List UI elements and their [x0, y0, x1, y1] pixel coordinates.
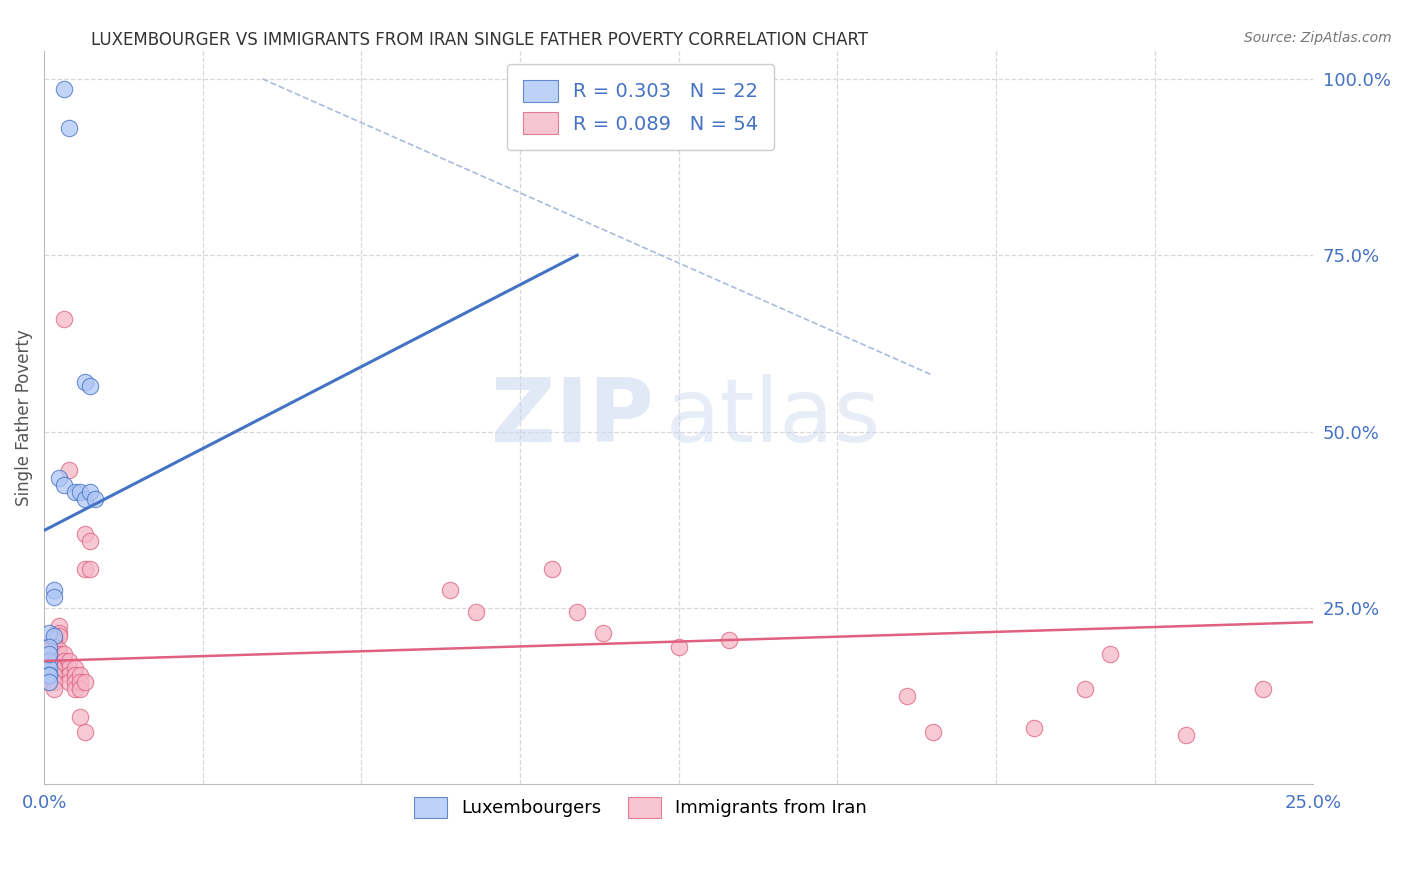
Point [38, 625, 60, 640]
Point [48, 629, 70, 643]
Point [53, 647, 76, 661]
Point [44, 675, 66, 690]
Point [69, 710, 91, 724]
Y-axis label: Single Father Poverty: Single Father Poverty [15, 329, 32, 506]
Point [38, 668, 60, 682]
Point [73, 675, 96, 690]
Point [1074, 682, 1097, 697]
Point [439, 583, 461, 598]
Point [79, 379, 101, 393]
Point [921, 724, 943, 739]
Point [38, 640, 60, 654]
Point [58, 661, 80, 675]
Point [58, 675, 80, 690]
Point [69, 682, 91, 697]
Text: atlas: atlas [666, 374, 882, 461]
Point [38, 675, 60, 690]
Point [44, 640, 66, 654]
Point [44, 629, 66, 643]
Point [38, 647, 60, 661]
Point [48, 618, 70, 632]
Point [53, 477, 76, 491]
Point [668, 640, 690, 654]
Point [79, 534, 101, 549]
Point [38, 661, 60, 675]
Point [44, 591, 66, 605]
Point [38, 675, 60, 690]
Point [63, 661, 86, 675]
Point [58, 668, 80, 682]
Point [38, 643, 60, 657]
Point [58, 654, 80, 668]
Point [53, 654, 76, 668]
Point [58, 463, 80, 477]
Point [48, 470, 70, 484]
Point [48, 643, 70, 657]
Point [53, 82, 76, 96]
Point [592, 625, 614, 640]
Point [44, 668, 66, 682]
Point [44, 632, 66, 647]
Point [69, 668, 91, 682]
Point [69, 675, 91, 690]
Point [44, 583, 66, 598]
Point [896, 690, 918, 704]
Point [73, 724, 96, 739]
Text: LUXEMBOURGER VS IMMIGRANTS FROM IRAN SINGLE FATHER POVERTY CORRELATION CHART: LUXEMBOURGER VS IMMIGRANTS FROM IRAN SIN… [91, 31, 869, 49]
Point [718, 632, 741, 647]
Point [1022, 721, 1045, 735]
Point [73, 376, 96, 390]
Point [83, 491, 105, 506]
Point [53, 311, 76, 326]
Point [540, 562, 562, 576]
Point [48, 647, 70, 661]
Point [1251, 682, 1274, 697]
Point [565, 605, 588, 619]
Text: ZIP: ZIP [491, 374, 654, 461]
Point [79, 484, 101, 499]
Point [38, 654, 60, 668]
Point [63, 675, 86, 690]
Point [48, 625, 70, 640]
Point [38, 668, 60, 682]
Point [38, 661, 60, 675]
Point [464, 605, 486, 619]
Point [79, 562, 101, 576]
Point [53, 661, 76, 675]
Point [1099, 647, 1122, 661]
Point [38, 654, 60, 668]
Legend: Luxembourgers, Immigrants from Iran: Luxembourgers, Immigrants from Iran [405, 788, 876, 827]
Point [63, 484, 86, 499]
Point [1175, 728, 1198, 742]
Point [69, 484, 91, 499]
Text: Source: ZipAtlas.com: Source: ZipAtlas.com [1244, 31, 1392, 45]
Point [63, 668, 86, 682]
Point [73, 527, 96, 541]
Point [53, 665, 76, 679]
Point [38, 647, 60, 661]
Point [63, 682, 86, 697]
Point [44, 661, 66, 675]
Point [58, 121, 80, 136]
Point [44, 682, 66, 697]
Point [38, 668, 60, 682]
Point [73, 562, 96, 576]
Point [73, 491, 96, 506]
